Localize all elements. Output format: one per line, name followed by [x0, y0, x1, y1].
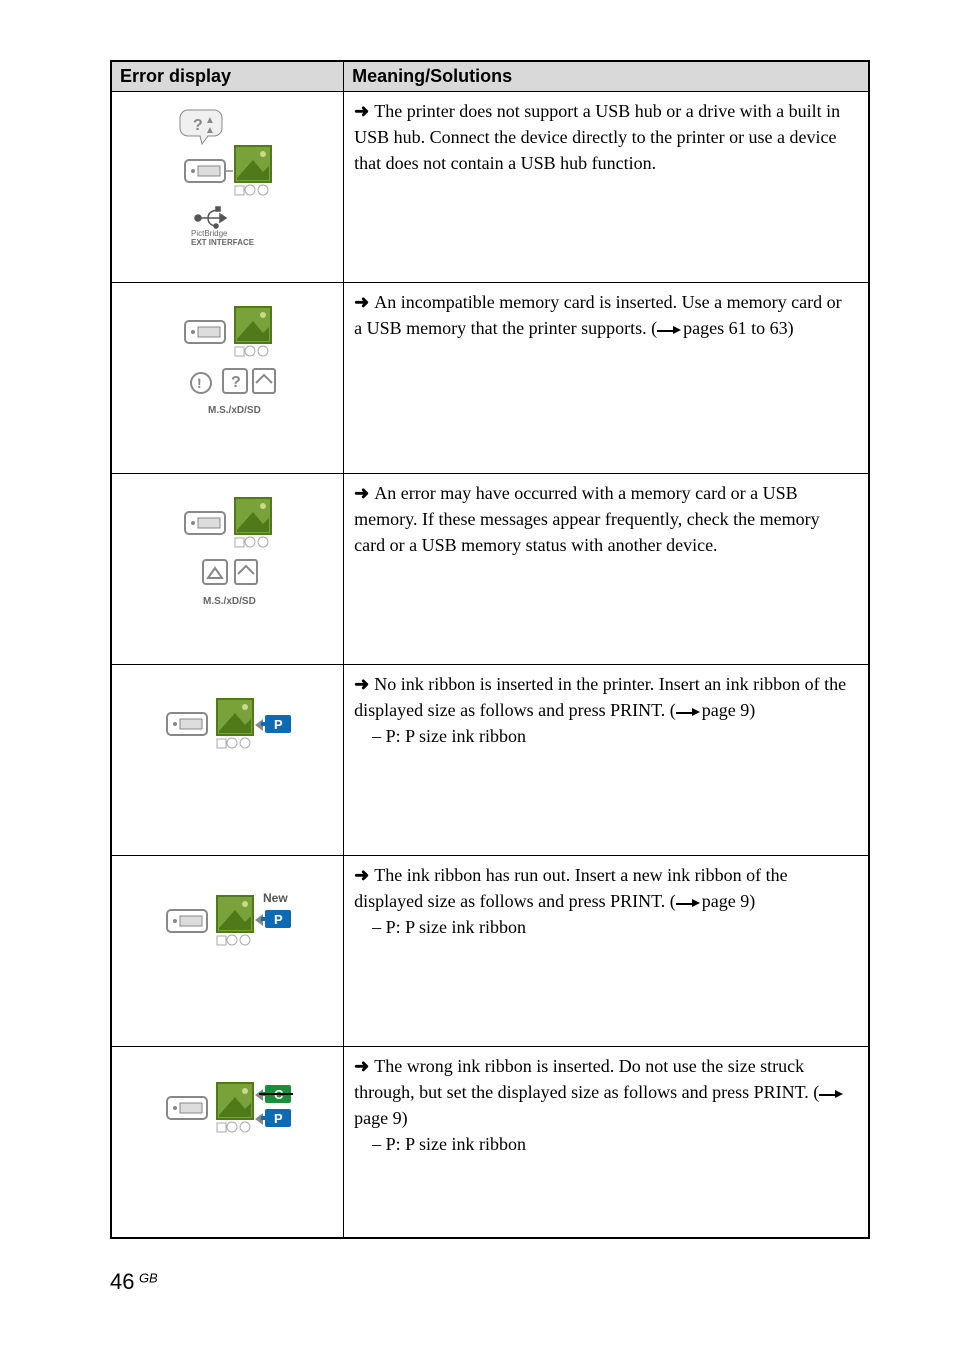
svg-text:▲: ▲	[205, 125, 215, 136]
page-region: GB	[139, 1271, 158, 1286]
header-meaning-solutions: Meaning/Solutions	[344, 61, 869, 92]
svg-text:?: ?	[231, 374, 241, 391]
svg-text:!: !	[197, 375, 202, 391]
reference-arrow-icon	[676, 897, 702, 910]
meaning-incompatible-card: ➜ An incompatible memory card is inserte…	[344, 283, 869, 474]
svg-text:P: P	[274, 912, 283, 927]
bullet-arrow-icon: ➜	[354, 1056, 374, 1076]
error-icon-no-ribbon: P	[111, 665, 344, 856]
svg-text:New: New	[263, 891, 288, 905]
svg-text:?: ?	[193, 117, 203, 134]
meaning-card-error: ➜ An error may have occurred with a memo…	[344, 474, 869, 665]
error-table: Error display Meaning/Solutions ? ▲ ▲	[110, 60, 870, 1239]
bullet-arrow-icon: ➜	[354, 674, 374, 694]
page-number: 46	[110, 1269, 134, 1294]
page-container: Error display Meaning/Solutions ? ▲ ▲	[0, 0, 940, 1325]
svg-text:P: P	[274, 1111, 283, 1126]
bullet-arrow-icon: ➜	[354, 101, 374, 121]
error-icon-wrong-ribbon: C P	[111, 1047, 344, 1239]
header-error-display: Error display	[111, 61, 344, 92]
svg-text:P: P	[274, 717, 283, 732]
table-row: ? ▲ ▲	[111, 92, 869, 283]
svg-text:EXT INTERFACE: EXT INTERFACE	[191, 238, 255, 247]
svg-text:M.S./xD/SD: M.S./xD/SD	[203, 596, 256, 607]
bullet-arrow-icon: ➜	[354, 483, 374, 503]
bullet-arrow-icon: ➜	[354, 865, 374, 885]
table-row: ! ? M.S./xD/SD ➜ An incompatible memory …	[111, 283, 869, 474]
error-icon-ribbon-out: New P	[111, 856, 344, 1047]
table-row: C P ➜ The wrong ink ribbon is inserted. …	[111, 1047, 869, 1239]
table-row: M.S./xD/SD ➜ An error may have occurred …	[111, 474, 869, 665]
table-row: New P ➜ The ink ribbon has run out. Inse…	[111, 856, 869, 1047]
error-icon-incompatible-card: ! ? M.S./xD/SD	[111, 283, 344, 474]
meaning-ribbon-out: ➜ The ink ribbon has run out. Insert a n…	[344, 856, 869, 1047]
error-icon-usb-hub: ? ▲ ▲	[111, 92, 344, 283]
meaning-usb-hub: ➜ The printer does not support a USB hub…	[344, 92, 869, 283]
svg-text:M.S./xD/SD: M.S./xD/SD	[208, 405, 261, 416]
error-icon-card-error: M.S./xD/SD	[111, 474, 344, 665]
bullet-arrow-icon: ➜	[354, 292, 374, 312]
svg-text:PictBridge: PictBridge	[191, 229, 228, 238]
table-row: P ➜ No ink ribbon is inserted in the pri…	[111, 665, 869, 856]
page-footer: 46 GB	[110, 1269, 870, 1295]
reference-arrow-icon	[676, 706, 702, 719]
reference-arrow-icon	[819, 1088, 845, 1101]
meaning-wrong-ribbon: ➜ The wrong ink ribbon is inserted. Do n…	[344, 1047, 869, 1239]
meaning-no-ribbon: ➜ No ink ribbon is inserted in the print…	[344, 665, 869, 856]
reference-arrow-icon	[657, 324, 683, 337]
